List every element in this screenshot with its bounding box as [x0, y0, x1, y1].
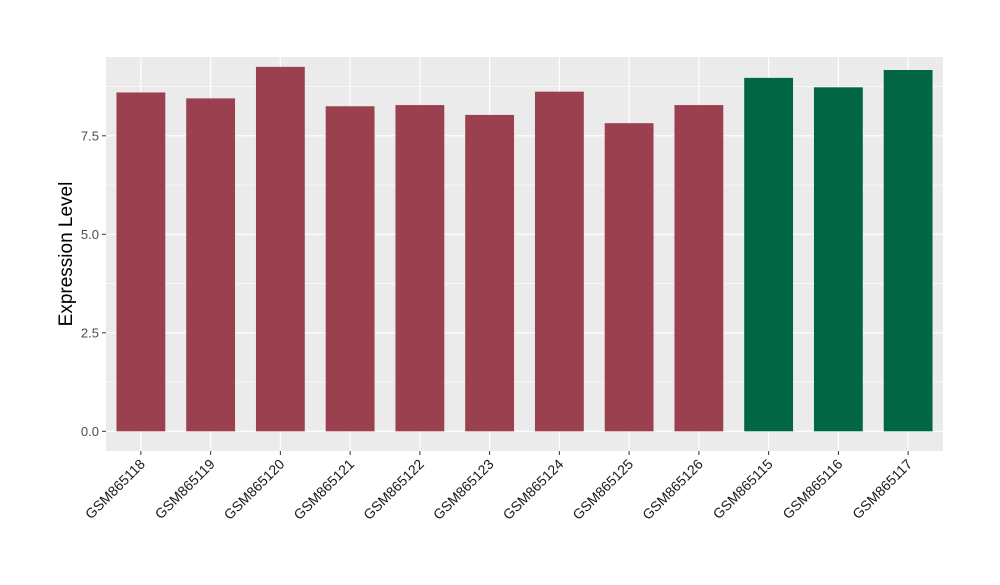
x-tick-label: GSM865126	[639, 456, 706, 523]
x-tick-label: GSM865118	[82, 456, 148, 522]
bar-GSM865115	[744, 77, 794, 432]
bar-GSM865121	[325, 106, 375, 432]
bar-GSM865119	[186, 98, 236, 432]
x-tick-label: GSM865115	[710, 456, 776, 522]
x-tick-label: GSM865117	[849, 456, 915, 522]
y-tick-label: 0.0	[81, 424, 99, 439]
bar-GSM865126	[674, 105, 724, 432]
x-tick-label: GSM865119	[152, 456, 218, 522]
y-tick-label: 5.0	[81, 227, 99, 242]
x-tick-label: GSM865125	[569, 456, 636, 523]
minor-gridlines	[106, 86, 943, 383]
plot-panel	[106, 57, 943, 451]
bars	[116, 66, 933, 432]
bar-GSM865124	[534, 91, 584, 432]
x-tick-label: GSM865122	[360, 456, 427, 523]
x-tick-label: GSM865121	[290, 456, 357, 523]
x-tick-label: GSM865120	[221, 456, 288, 523]
y-tick-label: 7.5	[81, 128, 99, 143]
x-tick-label: GSM865123	[430, 456, 497, 523]
y-axis: 0.0 2.5 5.0 7.5	[81, 128, 106, 439]
x-tick-label: GSM865124	[500, 456, 567, 523]
bar-GSM865117	[883, 70, 933, 432]
y-axis-title: Expression Level	[56, 182, 77, 327]
bar-GSM865125	[604, 123, 654, 432]
bar-GSM865123	[465, 114, 515, 432]
y-tick-label: 2.5	[81, 325, 99, 340]
x-axis: GSM865118 GSM865119 GSM865120 GSM865121 GSM8…	[82, 451, 915, 523]
bar-GSM865118	[116, 92, 166, 432]
bar-GSM865116	[813, 87, 863, 432]
bar-GSM865120	[255, 66, 305, 432]
x-tick-label: GSM865116	[779, 456, 845, 522]
bar-GSM865122	[395, 105, 445, 432]
